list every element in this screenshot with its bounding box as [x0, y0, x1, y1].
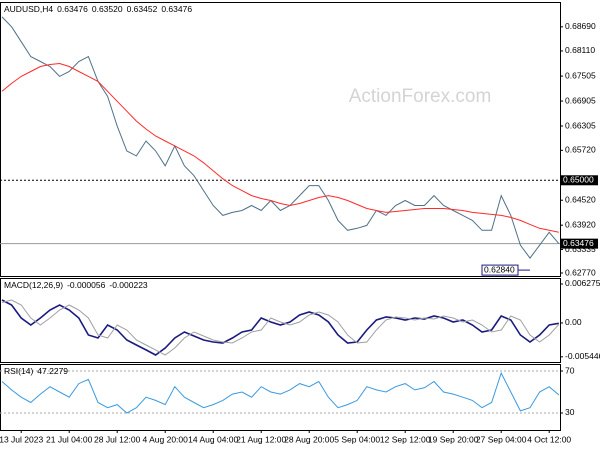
y-tick-label: 0.63920 — [565, 219, 596, 229]
panel-title-name: MACD(12,26,9) — [4, 280, 63, 290]
price-level-label: 0.65000 — [563, 175, 594, 185]
y-tick-label: 0.68690 — [565, 21, 596, 31]
panel-title-name: AUDUSD,H4 — [4, 4, 53, 14]
y-tick-label: 0.62770 — [565, 267, 596, 277]
panel-frame — [0, 278, 561, 363]
readout: 0.63476 — [57, 4, 88, 14]
x-tick-label: 28 Jul 12:00 — [94, 434, 141, 444]
x-tick-label: 19 Sep 20:00 — [428, 434, 479, 444]
y-tick-label: 0.64520 — [565, 194, 596, 204]
readout: 47.2279 — [37, 366, 68, 376]
y-tick-label: 0.66305 — [565, 120, 596, 130]
series-line — [1, 62, 559, 233]
price-level-box — [561, 238, 598, 249]
panel-title: RSI(14) 47.2279 — [4, 366, 68, 376]
series-line — [1, 371, 560, 414]
x-tick-label: 27 Sep 04:00 — [476, 434, 527, 444]
y-tick-label: -0.005446 — [565, 351, 600, 361]
x-tick-label: 14 Aug 04:00 — [188, 434, 238, 444]
panel-title: MACD(12,26,9) -0.000056 -0.000223 — [4, 280, 148, 290]
x-tick-label: 13 Jul 2023 — [0, 434, 43, 444]
panel-frame — [0, 2, 561, 277]
y-tick-label: 0.66905 — [565, 95, 596, 105]
readout: -0.000223 — [109, 280, 148, 290]
series-line — [1, 299, 560, 356]
y-tick-label: 30 — [565, 407, 575, 417]
readout: -0.000056 — [67, 280, 106, 290]
low-marker-box — [481, 264, 519, 276]
low-marker-label: 0.62840 — [484, 264, 515, 274]
y-tick-label: 0.00 — [565, 317, 582, 327]
x-tick-label: 4 Aug 20:00 — [143, 434, 189, 444]
series-line — [1, 16, 560, 259]
panel-frame — [0, 364, 561, 431]
x-tick-label: 5 Sep 04:00 — [334, 434, 380, 444]
panel-title: AUDUSD,H4 0.63476 0.63520 0.63452 0.63476 — [4, 4, 192, 14]
y-tick-label: 0.68110 — [565, 45, 595, 55]
y-tick-label: 0.63335 — [565, 244, 596, 254]
y-tick-label: 0.65720 — [565, 145, 596, 155]
x-tick-label: 21 Aug 12:00 — [236, 434, 286, 444]
price-level-box — [561, 175, 598, 186]
x-tick-label: 21 Jul 04:00 — [46, 434, 93, 444]
readout: 0.63476 — [161, 4, 192, 14]
panel-title-name: RSI(14) — [4, 366, 33, 376]
y-tick-label: 70 — [565, 365, 575, 375]
series-line — [1, 299, 559, 356]
readout: 0.63452 — [127, 4, 158, 14]
x-tick-label: 28 Aug 20:00 — [284, 434, 334, 444]
x-tick-label: 12 Sep 12:00 — [380, 434, 431, 444]
y-tick-label: 0.67505 — [565, 70, 596, 80]
readout: 0.63520 — [92, 4, 123, 14]
y-tick-label: 0.006275 — [565, 278, 600, 288]
price-level-label: 0.63476 — [563, 238, 594, 248]
watermark: ActionForex.com — [349, 86, 492, 107]
x-tick-label: 4 Oct 12:00 — [527, 434, 571, 444]
